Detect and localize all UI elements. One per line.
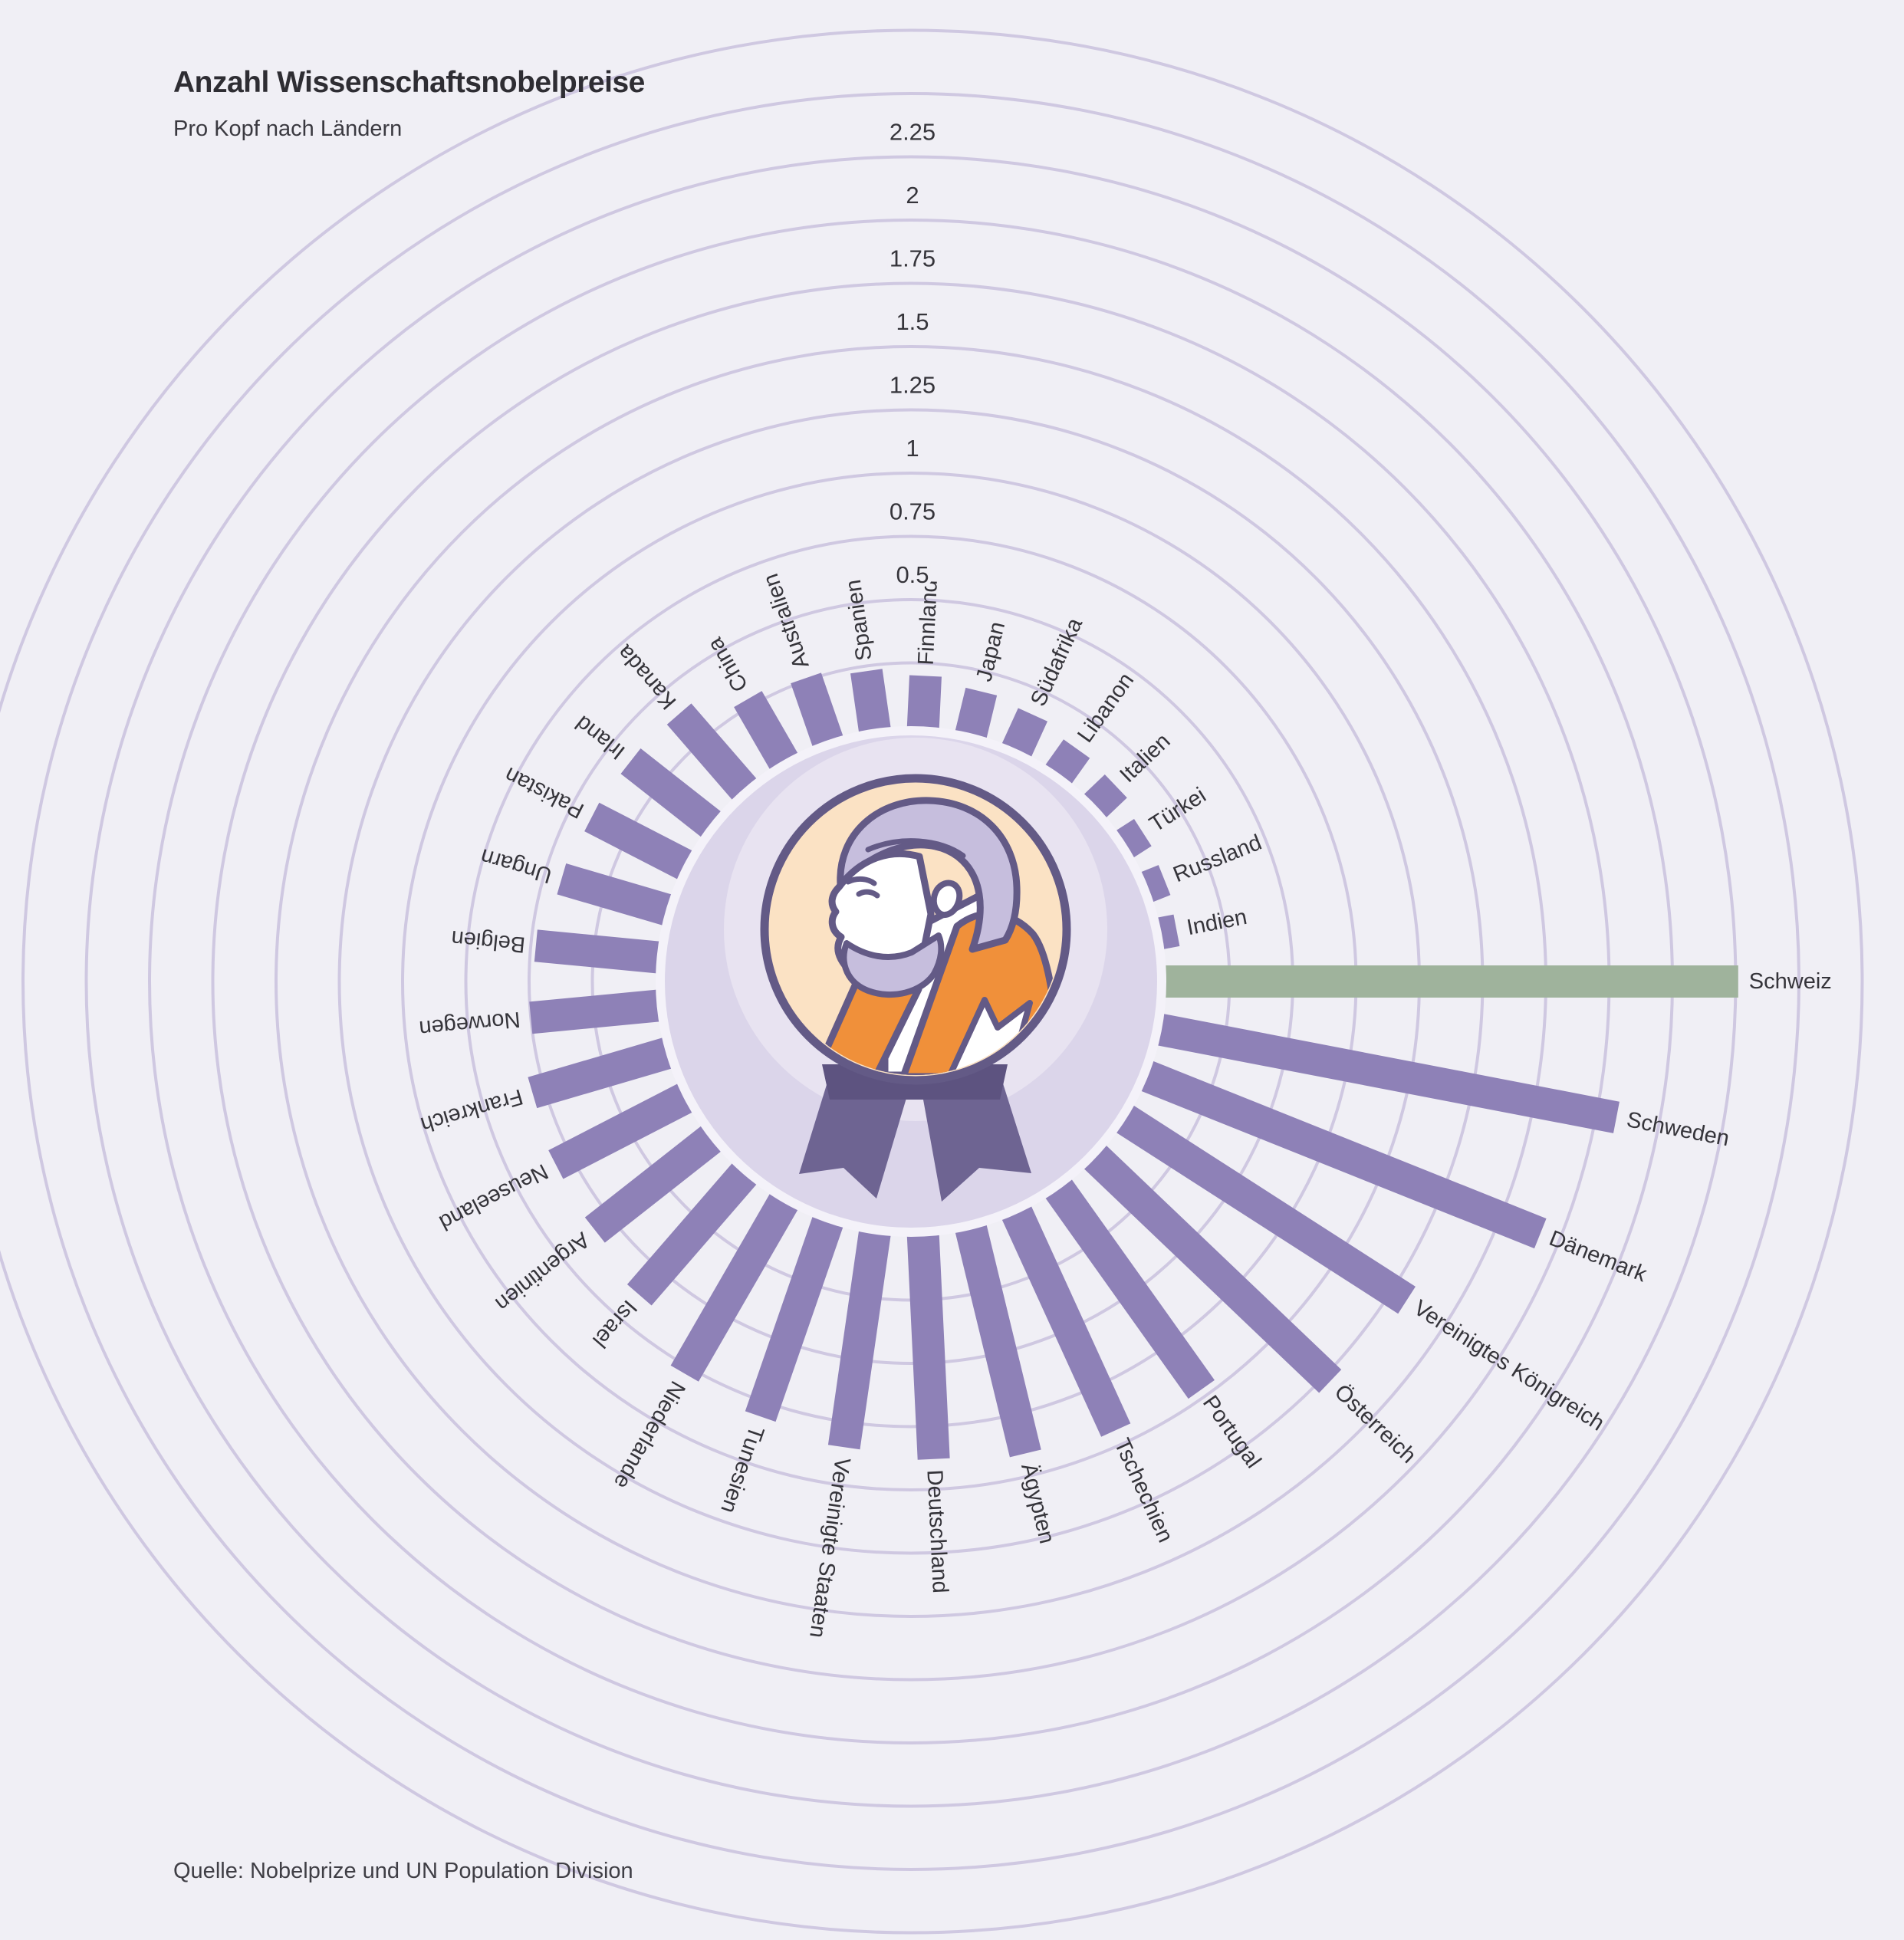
page-subtitle: Pro Kopf nach Ländern — [173, 117, 403, 141]
portrait-eye — [856, 889, 880, 899]
bar-group-belgien: Belgien — [450, 926, 684, 976]
label-russland: Russland — [1170, 830, 1265, 888]
label-belgien: Belgien — [450, 926, 526, 957]
label-pakistan: Pakistan — [501, 762, 588, 823]
bar-vereinigtes-koenigreich — [1096, 1092, 1416, 1314]
label-deutschland: Deutschland — [922, 1469, 952, 1594]
label-norwegen: Norwegen — [418, 1007, 521, 1041]
bar-argentinien — [584, 1110, 741, 1243]
bar-oesterreich — [1066, 1128, 1342, 1393]
axis-tick-1: 1 — [906, 435, 919, 462]
label-portugal: Portugal — [1198, 1391, 1266, 1473]
label-libanon: Libanon — [1073, 669, 1139, 748]
bar-israel — [626, 1144, 773, 1306]
label-australien: Australien — [758, 570, 814, 672]
bar-vereinigte-staaten — [827, 1206, 895, 1450]
bar-group-deutschland: Deutschland — [906, 1210, 952, 1594]
bar-deutschland — [906, 1210, 950, 1460]
grid-ring — [0, 28, 1864, 1935]
bar-norwegen — [529, 987, 684, 1034]
axis-tick-2: 2 — [906, 182, 919, 209]
portrait-hair-swoosh — [865, 838, 966, 859]
bar-group-schweiz: Schweiz — [1141, 965, 1832, 998]
label-kanada: Kanada — [612, 640, 681, 714]
bar-group-schweden: Schweden — [1133, 1009, 1731, 1151]
label-irland: Irland — [571, 710, 630, 764]
portrait-brow — [845, 876, 877, 886]
label-japan: Japan — [972, 620, 1010, 684]
bar-aegypten — [949, 1201, 1041, 1458]
axis-tick-1.25: 1.25 — [890, 372, 936, 399]
label-schweiz: Schweiz — [1749, 969, 1832, 994]
bar-niederlande — [670, 1172, 811, 1382]
label-ungarn: Ungarn — [478, 843, 554, 888]
grid-ring — [21, 92, 1800, 1871]
source-note: Quelle: Nobelprize und UN Population Div… — [173, 1859, 633, 1883]
portrait-ear — [930, 880, 963, 919]
bar-schweden — [1133, 1009, 1620, 1133]
portrait-beard — [840, 932, 945, 998]
page-title: Anzahl Wissenschaftsnobelpreise — [173, 66, 645, 99]
bar-tschechien — [991, 1184, 1131, 1437]
label-indien: Indien — [1185, 905, 1249, 940]
label-finnland: Finnland — [914, 580, 942, 666]
bar-schweiz — [1141, 965, 1738, 998]
label-spanien: Spanien — [841, 578, 877, 663]
label-israel: Israel — [587, 1295, 642, 1353]
label-schweden: Schweden — [1625, 1107, 1731, 1151]
bar-portugal — [1031, 1159, 1215, 1399]
label-tuerkei: Türkei — [1145, 783, 1210, 837]
label-tunesien: Tunesien — [715, 1422, 768, 1516]
axis-tick-labels: 0.5 0.75 1 1.25 1.5 1.75 2 2.25 — [886, 115, 939, 593]
bar-daenemark — [1118, 1052, 1547, 1249]
axis-tick-0.5: 0.5 — [896, 561, 929, 588]
axis-tick-1.5: 1.5 — [896, 308, 929, 335]
bar-pakistan — [584, 802, 714, 891]
label-neuseeland: Neuseeland — [435, 1159, 551, 1235]
axis-tick-1.75: 1.75 — [890, 245, 936, 272]
bar-tunesien — [745, 1193, 851, 1422]
bar-neuseeland — [548, 1072, 714, 1179]
portrait-hair — [837, 797, 1021, 953]
ribbon-tail-left — [799, 1067, 911, 1199]
label-daenemark: Dänemark — [1546, 1226, 1651, 1287]
ribbon-tail-right — [920, 1067, 1031, 1202]
label-china: China — [702, 633, 753, 695]
label-frankreich: Frankreich — [418, 1084, 525, 1137]
label-italien: Italien — [1115, 729, 1175, 788]
label-oesterreich: Österreich — [1330, 1379, 1421, 1468]
axis-tick-0.75: 0.75 — [890, 498, 936, 525]
label-aegypten: Ägypten — [1016, 1461, 1059, 1546]
label-argentinien: Argentinien — [491, 1227, 594, 1316]
bar-frankreich — [528, 1031, 696, 1109]
bar-belgien — [534, 929, 684, 976]
bar-ungarn — [557, 863, 696, 932]
label-tschechien: Tschechien — [1109, 1435, 1177, 1546]
axis-tick-2.25: 2.25 — [890, 119, 936, 146]
nobel-medal-icon — [760, 774, 1071, 1085]
label-vereinigtes-koenigreich: Vereinigtes Königreich — [1409, 1296, 1609, 1436]
bar-group-norwegen: Norwegen — [418, 987, 684, 1041]
